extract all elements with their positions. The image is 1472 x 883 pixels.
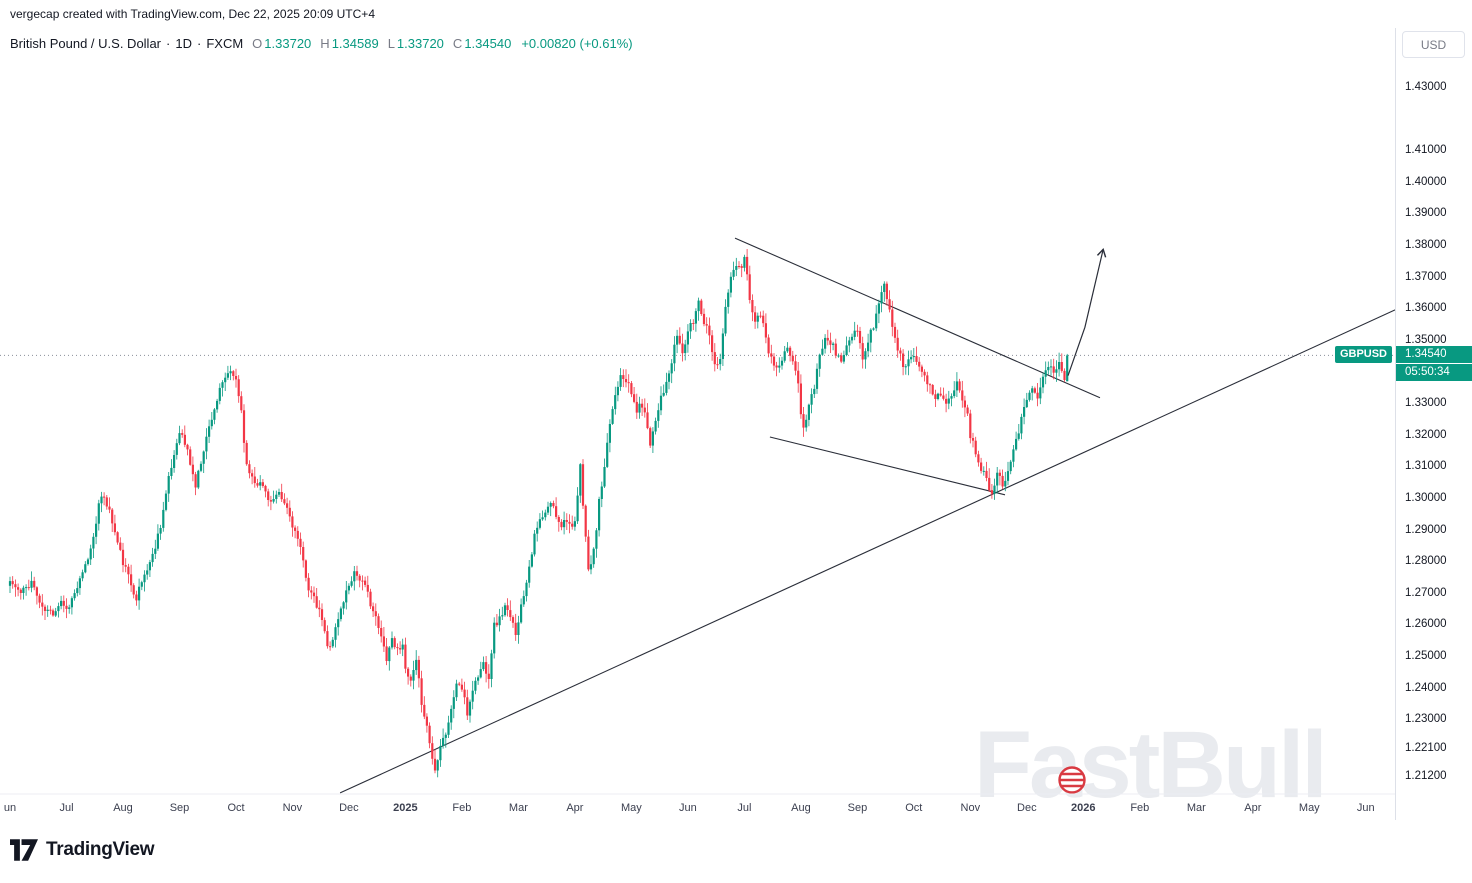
time-axis-label: Aug xyxy=(791,802,811,814)
current-price-label: 1.34540 xyxy=(1396,346,1472,363)
fastbull-watermark: FastBull xyxy=(974,718,1328,813)
time-axis-label: un xyxy=(4,802,16,814)
price-axis-label: 1.31000 xyxy=(1405,460,1447,472)
legend-separator: · xyxy=(166,36,171,51)
tradingview-brand-text: TradingView xyxy=(46,839,155,860)
time-axis-label: Sep xyxy=(848,802,868,814)
fastbull-logo-icon xyxy=(1056,764,1088,801)
time-axis-label: Dec xyxy=(1017,802,1037,814)
price-axis[interactable]: USD 1.43000 1.41000 1.40000 1.39000 1.38000 1… xyxy=(1395,28,1472,820)
price-axis-label: 1.32000 xyxy=(1405,429,1447,441)
time-axis-label: Jun xyxy=(679,802,697,814)
candles-layer xyxy=(8,249,1069,778)
price-axis-label: 1.29000 xyxy=(1405,524,1447,536)
price-axis-label: 1.39000 xyxy=(1405,207,1447,219)
price-axis-label: 1.28000 xyxy=(1405,555,1447,567)
price-axis-label: 1.23000 xyxy=(1405,713,1447,725)
time-axis-label: 2026 xyxy=(1071,802,1095,814)
time-axis-label: Jul xyxy=(737,802,751,814)
price-axis-label: 1.40000 xyxy=(1405,176,1447,188)
symbol-price-tag: GBPUSD xyxy=(1334,346,1392,363)
close-value: 1.34540 xyxy=(464,36,512,51)
candlestick-chart[interactable]: un Jul Aug Sep Oct Nov Dec 2025 Feb Mar Apr May Jun J… xyxy=(0,28,1395,820)
tradingview-mark-icon xyxy=(10,839,38,861)
price-axis-label: 1.35000 xyxy=(1405,334,1447,346)
time-axis-label: Oct xyxy=(227,802,244,814)
symbol-legend[interactable]: British Pound / U.S. Dollar · 1D · FXCM … xyxy=(10,36,633,51)
price-axis-label: 1.37000 xyxy=(1405,271,1447,283)
high-label: H xyxy=(320,36,330,51)
time-axis-label: Aug xyxy=(113,802,133,814)
chart-attribution: vergecap created with TradingView.com, D… xyxy=(10,7,375,21)
projection-arrow[interactable] xyxy=(1067,247,1107,376)
currency-unit-toggle[interactable]: USD xyxy=(1402,31,1465,58)
price-axis-label: 1.41000 xyxy=(1405,144,1447,156)
legend-separator: · xyxy=(196,36,202,51)
price-axis-label: 1.43000 xyxy=(1405,81,1447,93)
change-value: +0.00820 (+0.61%) xyxy=(521,36,633,51)
high-value: 1.34589 xyxy=(331,36,379,51)
price-axis-label: 1.30000 xyxy=(1405,492,1447,504)
time-axis-label: Apr xyxy=(566,802,583,814)
price-axis-label: 1.27000 xyxy=(1405,587,1447,599)
time-axis-label: Oct xyxy=(905,802,922,814)
time-axis-label: Mar xyxy=(509,802,528,814)
timeframe-label[interactable]: 1D xyxy=(175,36,192,51)
low-value: 1.33720 xyxy=(396,36,444,51)
time-axis-label: Jun xyxy=(1357,802,1375,814)
time-axis-label: Nov xyxy=(961,802,981,814)
symbol-title[interactable]: British Pound / U.S. Dollar xyxy=(10,36,162,51)
fastbull-watermark-text: FastBull xyxy=(974,712,1328,818)
price-axis-label: 1.24000 xyxy=(1405,682,1447,694)
time-axis[interactable]: un Jul Aug Sep Oct Nov Dec 2025 Feb Mar Apr May Jun J… xyxy=(0,793,1395,814)
time-axis-label: Jul xyxy=(59,802,73,814)
time-axis-label: May xyxy=(1299,802,1320,814)
time-axis-label: Nov xyxy=(283,802,303,814)
exchange-label: FXCM xyxy=(206,36,244,51)
price-axis-label: 1.38000 xyxy=(1405,239,1447,251)
time-axis-label: Feb xyxy=(452,802,471,814)
tradingview-logo[interactable]: TradingView xyxy=(10,839,155,861)
low-label: L xyxy=(387,36,395,51)
price-axis-label: 1.22100 xyxy=(1405,742,1447,754)
time-axis-label: Apr xyxy=(1244,802,1261,814)
time-axis-label: Sep xyxy=(170,802,190,814)
bar-countdown-label: 05:50:34 xyxy=(1396,364,1472,381)
price-axis-label: 1.36000 xyxy=(1405,302,1447,314)
open-label: O xyxy=(252,36,263,51)
price-axis-label: 1.33000 xyxy=(1405,397,1447,409)
time-axis-label: Feb xyxy=(1130,802,1149,814)
time-axis-label: May xyxy=(621,802,642,814)
time-axis-label: Dec xyxy=(339,802,359,814)
price-axis-label: 1.21200 xyxy=(1405,770,1447,782)
time-axis-label: 2025 xyxy=(393,802,417,814)
price-axis-label: 1.25000 xyxy=(1405,650,1447,662)
trendline-drawings[interactable] xyxy=(339,237,1395,794)
time-axis-label: Mar xyxy=(1187,802,1206,814)
open-value: 1.33720 xyxy=(264,36,312,51)
chart-area: FastBull un Jul Aug Sep Oct Nov Dec 2025 Feb Mar A… xyxy=(0,28,1472,820)
close-label: C xyxy=(452,36,463,51)
price-axis-label: 1.26000 xyxy=(1405,618,1447,630)
